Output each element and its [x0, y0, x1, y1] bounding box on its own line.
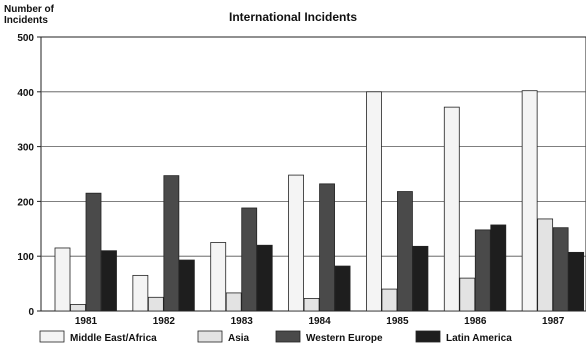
bar-middle-east-africa-1987 [521, 90, 538, 312]
legend-swatch-latin-america [415, 330, 441, 343]
y-axis-label-line-1: Number of [4, 4, 54, 15]
x-tick-label: 1982 [153, 316, 176, 327]
x-tick-label: 1981 [75, 316, 98, 327]
bar-western-europe-1987 [552, 227, 569, 312]
bar-middle-east-africa-1985 [366, 91, 382, 312]
y-tick-label: 400 [17, 88, 34, 99]
y-tick-label: 0 [28, 307, 34, 318]
y-axis-label-line-2: Incidents [4, 15, 48, 26]
bar-western-europe-1985 [397, 191, 413, 312]
y-tick-label: 100 [17, 252, 34, 263]
bar-latin-america-1981 [101, 250, 117, 312]
y-tick-label: 300 [17, 143, 34, 154]
legend-label-asia: Asia [228, 333, 250, 344]
x-tick-label: 1983 [231, 316, 254, 327]
bar-asia-1983 [225, 292, 242, 312]
legend-swatch-middle-east-africa [39, 330, 65, 343]
bar-western-europe-1981 [85, 192, 102, 312]
bar-latin-america-1983 [256, 244, 273, 312]
x-tick-label: 1986 [464, 316, 487, 327]
bar-latin-america-1987 [568, 251, 585, 312]
bar-middle-east-africa-1984 [288, 174, 304, 312]
bar-latin-america-1984 [334, 265, 351, 312]
y-axis-label: Number of Incidents [4, 4, 54, 26]
legend-label-western-europe: Western Europe [306, 333, 383, 344]
x-tick-label: 1985 [386, 316, 409, 327]
bar-latin-america-1982 [178, 259, 195, 312]
bar-middle-east-africa-1982 [132, 274, 149, 312]
legend-swatch-asia [197, 330, 223, 343]
bar-western-europe-1982 [163, 175, 180, 312]
bar-middle-east-africa-1983 [210, 242, 227, 312]
bar-western-europe-1983 [241, 207, 258, 312]
bar-asia-1982 [147, 296, 164, 312]
bar-western-europe-1986 [474, 229, 491, 312]
y-tick-label: 500 [17, 33, 34, 44]
y-tick-label: 200 [17, 197, 34, 208]
x-tick-label: 1987 [542, 316, 565, 327]
chart-title: International Incidents [228, 10, 357, 24]
legend-swatch-western-europe [275, 330, 301, 343]
bar-latin-america-1986 [490, 224, 507, 312]
bar-western-europe-1984 [319, 183, 335, 312]
bar-latin-america-1985 [412, 245, 429, 312]
bar-asia-1987 [537, 218, 554, 312]
x-tick-label: 1984 [308, 316, 331, 327]
bar-asia-1981 [70, 304, 86, 312]
bar-middle-east-africa-1986 [443, 106, 460, 312]
bar-asia-1984 [303, 297, 320, 312]
bar-asia-1986 [459, 277, 476, 312]
bar-asia-1985 [381, 288, 398, 312]
legend-label-middle-east-africa: Middle East/Africa [70, 333, 157, 344]
bar-middle-east-africa-1981 [54, 247, 71, 312]
legend-label-latin-america: Latin America [446, 333, 512, 344]
